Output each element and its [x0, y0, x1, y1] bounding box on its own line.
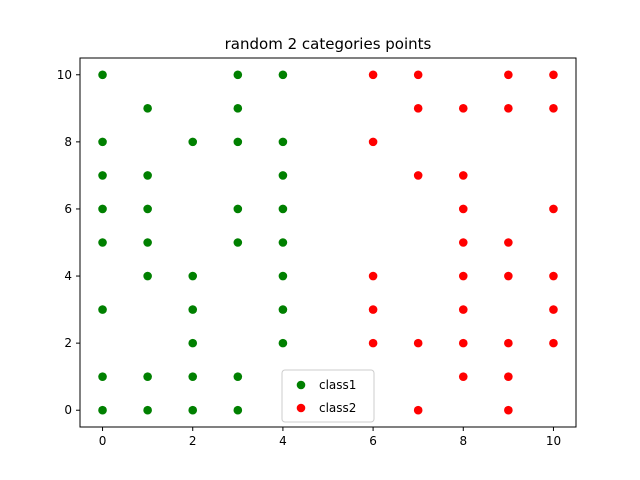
chart-title: random 2 categories points [225, 35, 432, 53]
point-class1 [143, 238, 152, 247]
legend-marker-class1 [296, 380, 306, 390]
point-class2 [458, 171, 468, 180]
point-class2 [413, 104, 423, 113]
plot-area-frame [79, 57, 577, 428]
point-class2 [549, 305, 558, 314]
point-class2 [504, 104, 513, 113]
point-class1 [143, 372, 152, 381]
point-class1 [188, 405, 198, 415]
point-class2 [413, 405, 423, 415]
point-class2 [504, 238, 513, 247]
y-tick-label: 8 [64, 135, 72, 149]
y-axis: 0 2 4 6 8 10 [57, 68, 80, 417]
point-class1 [98, 372, 107, 381]
point-class1 [143, 271, 152, 281]
point-class2 [549, 104, 558, 113]
point-class1 [233, 104, 243, 113]
x-tick-label: 6 [369, 434, 377, 448]
point-class1 [278, 338, 288, 348]
point-class2 [458, 338, 468, 348]
point-class2 [458, 204, 468, 214]
point-class1 [98, 238, 107, 247]
point-class1 [98, 405, 107, 415]
y-tick-label: 2 [64, 336, 72, 350]
point-class2 [368, 271, 378, 281]
point-class1 [98, 171, 107, 180]
point-class1 [278, 238, 288, 247]
y-tick-label: 10 [57, 68, 72, 82]
point-class2 [413, 70, 423, 80]
x-axis: 0 2 4 6 8 10 [99, 427, 561, 448]
data-points [98, 70, 558, 415]
point-class1 [98, 305, 107, 314]
point-class1 [278, 305, 288, 314]
point-class2 [504, 372, 513, 381]
point-class2 [458, 305, 468, 314]
point-class1 [278, 204, 288, 214]
point-class2 [368, 305, 378, 314]
point-class1 [143, 405, 152, 415]
point-class1 [98, 204, 107, 214]
point-class2 [504, 338, 513, 348]
point-class2 [549, 338, 558, 348]
x-tick-label: 8 [459, 434, 467, 448]
point-class2 [458, 372, 468, 381]
point-class2 [458, 271, 468, 281]
point-class1 [143, 104, 152, 113]
x-tick-label: 2 [189, 434, 197, 448]
point-class2 [458, 238, 468, 247]
legend-label: class1 [319, 378, 356, 392]
point-class1 [233, 204, 243, 214]
point-class1 [233, 137, 243, 147]
point-class1 [188, 338, 198, 348]
point-class2 [368, 137, 378, 147]
point-class1 [233, 405, 243, 415]
y-tick-label: 4 [64, 269, 72, 283]
point-class1 [233, 238, 243, 247]
point-class1 [188, 137, 198, 147]
x-tick-label: 4 [279, 434, 287, 448]
point-class2 [368, 338, 378, 348]
point-class2 [458, 104, 468, 113]
legend-label: class2 [319, 401, 356, 415]
y-tick-label: 6 [64, 202, 72, 216]
point-class1 [278, 70, 288, 80]
x-tick-label: 10 [546, 434, 561, 448]
point-class1 [98, 70, 107, 80]
point-class2 [549, 271, 558, 281]
point-class2 [413, 171, 423, 180]
legend: class1 class2 [281, 369, 375, 423]
y-tick-label: 0 [64, 403, 72, 417]
point-class1 [143, 204, 152, 214]
point-class1 [143, 171, 152, 180]
point-class2 [504, 70, 513, 80]
point-class1 [233, 372, 243, 381]
point-class1 [278, 171, 288, 180]
point-class2 [549, 204, 558, 214]
point-class2 [549, 70, 558, 80]
point-class2 [368, 70, 378, 80]
point-class1 [188, 372, 198, 381]
point-class1 [233, 70, 243, 80]
x-tick-label: 0 [99, 434, 107, 448]
point-class2 [504, 405, 513, 415]
point-class2 [504, 271, 513, 281]
point-class1 [188, 305, 198, 314]
point-class1 [98, 137, 107, 147]
point-class2 [413, 338, 423, 348]
legend-marker-class2 [296, 403, 306, 413]
point-class1 [278, 137, 288, 147]
point-class1 [188, 271, 198, 281]
point-class1 [278, 271, 288, 281]
